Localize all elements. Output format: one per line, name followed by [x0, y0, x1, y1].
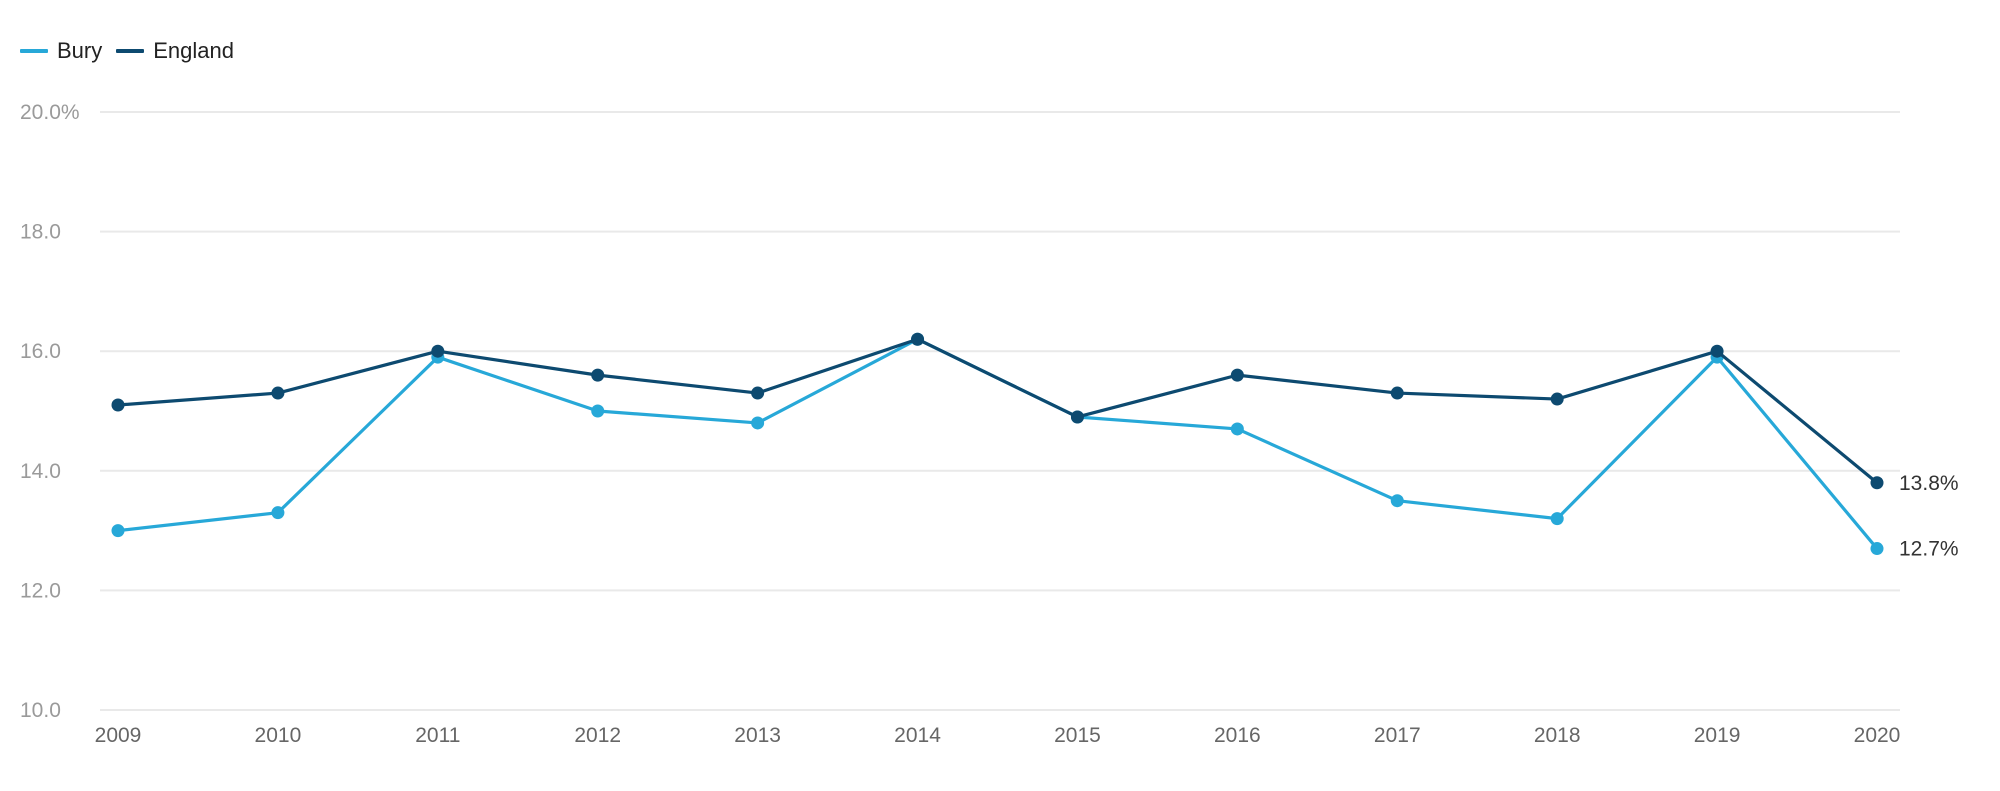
series-line-england [116, 337, 1879, 485]
x-tick-label-0: 2009 [95, 724, 142, 747]
data-point-england-2009 [111, 398, 125, 412]
data-point-bury-2018 [1550, 512, 1564, 526]
x-tick-label-5: 2014 [894, 724, 941, 747]
legend-label-bury: Bury [57, 38, 103, 63]
x-tick-label-4: 2013 [734, 724, 781, 747]
legend-label-england: England [153, 38, 234, 63]
end-label-england: 13.8% [1899, 472, 1959, 495]
data-point-england-2015 [1070, 410, 1084, 424]
series-line-bury [116, 337, 1879, 551]
data-point-england-2011 [431, 344, 445, 358]
data-point-england-2020 [1870, 476, 1884, 490]
x-tick-label-11: 2020 [1854, 724, 1901, 747]
y-tick-label-5: 10.0 [20, 699, 61, 722]
data-point-bury-2009 [111, 524, 125, 538]
legend-item-bury[interactable]: Bury [20, 38, 102, 64]
data-point-england-2010 [271, 386, 285, 400]
x-tick-label-7: 2016 [1214, 724, 1261, 747]
legend-item-england[interactable]: England [116, 38, 234, 64]
data-point-england-2019 [1710, 344, 1724, 358]
data-point-england-2017 [1390, 386, 1404, 400]
x-tick-label-8: 2017 [1374, 724, 1421, 747]
y-tick-label-3: 14.0 [20, 460, 61, 483]
x-tick-label-1: 2010 [255, 724, 302, 747]
y-tick-label-4: 12.0 [20, 579, 61, 602]
legend: Bury England [20, 38, 248, 64]
x-tick-label-9: 2018 [1534, 724, 1581, 747]
end-label-bury: 12.7% [1899, 538, 1959, 561]
data-point-england-2013 [751, 386, 765, 400]
y-tick-label-1: 18.0 [20, 221, 61, 244]
data-point-england-2012 [591, 368, 605, 382]
data-point-bury-2010 [271, 506, 285, 520]
data-point-bury-2012 [591, 404, 605, 418]
x-tick-label-3: 2012 [574, 724, 621, 747]
data-point-bury-2020 [1870, 542, 1884, 556]
x-tick-label-6: 2015 [1054, 724, 1101, 747]
data-point-bury-2013 [751, 416, 765, 430]
x-tick-label-10: 2019 [1694, 724, 1741, 747]
x-tick-label-2: 2011 [415, 724, 460, 747]
data-point-england-2014 [911, 332, 925, 346]
data-point-bury-2016 [1230, 422, 1244, 436]
data-point-england-2016 [1230, 368, 1244, 382]
legend-swatch-bury [20, 49, 48, 53]
data-point-bury-2017 [1390, 494, 1404, 508]
data-point-england-2018 [1550, 392, 1564, 406]
y-tick-label-0: 20.0% [20, 101, 80, 124]
legend-swatch-england [116, 49, 145, 53]
y-tick-label-2: 16.0 [20, 340, 61, 363]
